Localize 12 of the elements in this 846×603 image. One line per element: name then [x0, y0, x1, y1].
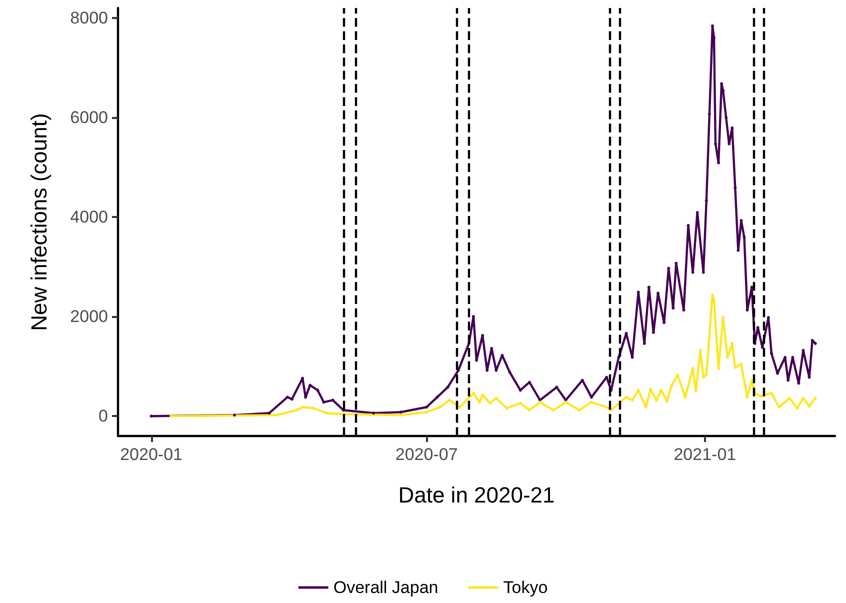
- legend-label: Overall Japan: [333, 578, 438, 597]
- x-axis-title: Date in 2020-21: [398, 482, 555, 508]
- y-axis-title: New infections (count): [26, 113, 52, 331]
- x-tick-label: 2020-07: [395, 445, 458, 464]
- y-tick-label: 6000: [70, 108, 108, 127]
- y-tick-label: 2000: [70, 307, 108, 326]
- x-tick-label: 2021-01: [674, 445, 736, 464]
- y-tick-label: 4000: [70, 208, 108, 227]
- x-tick-label: 2020-01: [120, 445, 182, 464]
- y-tick-label: 8000: [70, 8, 108, 28]
- y-tick-label: 0: [98, 406, 108, 426]
- legend-label: Tokyo: [503, 578, 548, 597]
